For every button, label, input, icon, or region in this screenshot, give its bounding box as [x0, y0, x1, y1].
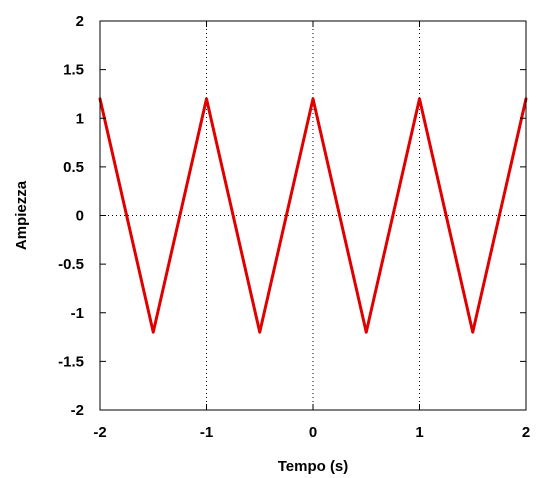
- y-tick-label: 0: [76, 208, 84, 225]
- axis-ticks: [99, 20, 527, 411]
- y-tick-label: -1: [71, 305, 84, 322]
- y-tick-label: 0.5: [63, 159, 84, 176]
- grid-lines: [100, 21, 526, 410]
- x-tick-label: 2: [522, 424, 530, 441]
- y-axis-label: Ampiezza: [13, 180, 30, 250]
- y-tick-label: 2: [76, 13, 84, 30]
- series-line: [98, 97, 528, 334]
- y-tick-label: 1: [76, 110, 84, 127]
- x-tick-labels: -2 -1 0 1 2: [93, 424, 530, 441]
- x-tick-label: 0: [309, 424, 317, 441]
- series-layer: [98, 97, 528, 334]
- x-tick-label: -2: [93, 424, 106, 441]
- x-tick-label: -1: [200, 424, 213, 441]
- x-tick-label: 1: [415, 424, 423, 441]
- y-tick-label: 1.5: [63, 62, 84, 79]
- y-tick-labels: -2 -1.5 -1 -0.5 0 0.5 1 1.5 2: [58, 13, 84, 419]
- x-axis-label: Tempo (s): [278, 458, 349, 475]
- y-tick-label: -1.5: [58, 353, 84, 370]
- y-tick-label: -0.5: [58, 256, 84, 273]
- y-tick-label: -2: [71, 402, 84, 419]
